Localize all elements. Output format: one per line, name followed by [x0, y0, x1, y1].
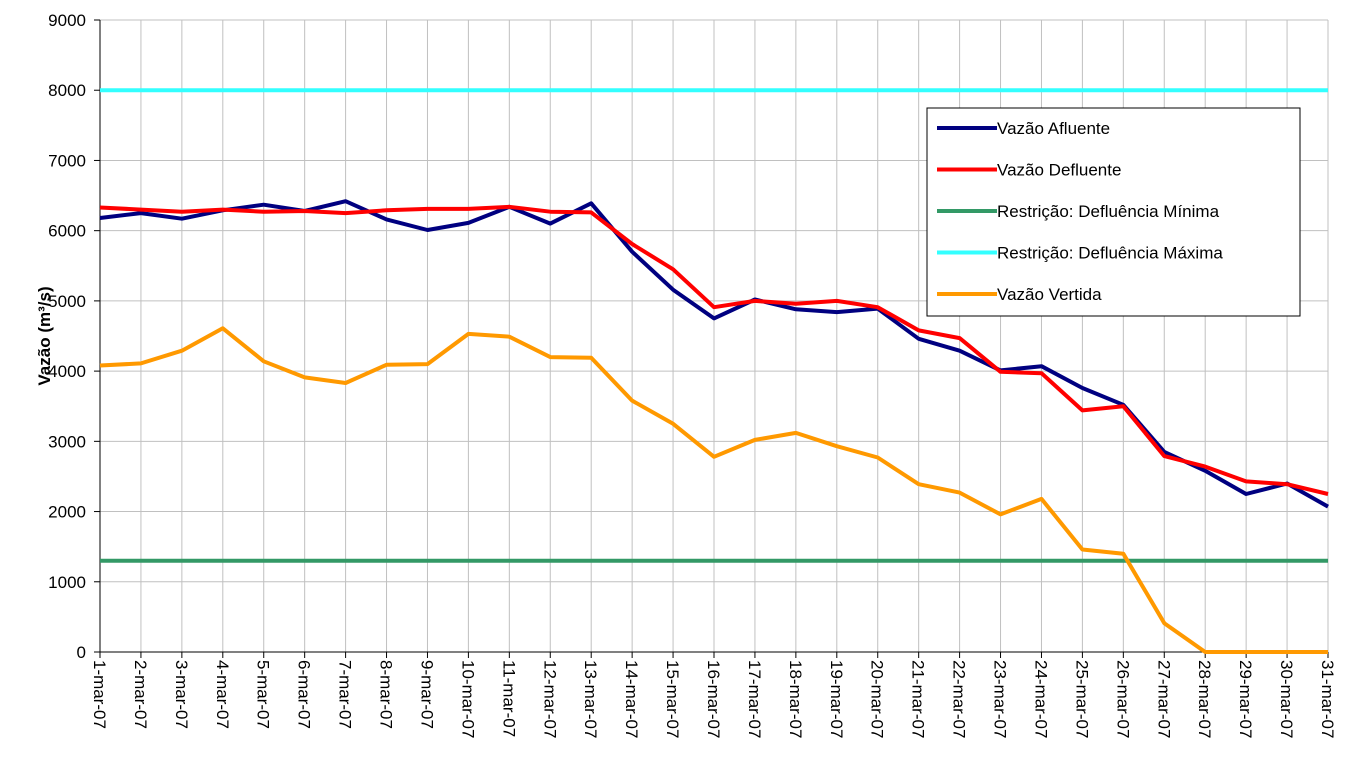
- x-tick-label: 9-mar-07: [417, 660, 436, 729]
- x-tick-label: 16-mar-07: [704, 660, 723, 738]
- x-tick-label: 28-mar-07: [1195, 660, 1214, 738]
- y-axis-label: Vazão (m³/s): [35, 286, 54, 385]
- legend-label: Vazão Vertida: [997, 285, 1102, 304]
- series-line: [99, 204, 1329, 496]
- x-tick-label: 4-mar-07: [213, 660, 232, 729]
- series-line: [99, 326, 1328, 654]
- x-tick-label: 30-mar-07: [1277, 660, 1296, 738]
- legend-label: Vazão Defluente: [997, 161, 1121, 180]
- y-tick-label: 4000: [48, 362, 86, 381]
- x-tick-label: 17-mar-07: [745, 660, 764, 738]
- x-tick-label: 10-mar-07: [458, 660, 477, 738]
- x-tick-label: 27-mar-07: [1154, 660, 1173, 738]
- x-tick-label: 13-mar-07: [581, 660, 600, 738]
- x-tick-label: 6-mar-07: [295, 660, 314, 729]
- x-tick-label: 21-mar-07: [909, 660, 928, 738]
- x-tick-label: 20-mar-07: [868, 660, 887, 738]
- y-tick-label: 3000: [48, 432, 86, 451]
- x-tick-label: 25-mar-07: [1072, 660, 1091, 738]
- legend-label: Vazão Afluente: [997, 119, 1110, 138]
- legend-label: Restrição: Defluência Mínima: [997, 202, 1220, 221]
- x-tick-label: 7-mar-07: [336, 660, 355, 729]
- legend-label: Restrição: Defluência Máxima: [997, 244, 1223, 263]
- x-tick-label: 1-mar-07: [90, 660, 109, 729]
- x-tick-label: 14-mar-07: [622, 660, 641, 738]
- x-tick-label: 22-mar-07: [950, 660, 969, 738]
- y-tick-label: 9000: [48, 11, 86, 30]
- x-tick-label: 3-mar-07: [172, 660, 191, 729]
- x-tick-label: 2-mar-07: [131, 660, 150, 729]
- x-tick-label: 12-mar-07: [540, 660, 559, 738]
- y-tick-label: 1000: [48, 573, 86, 592]
- x-tick-label: 19-mar-07: [827, 660, 846, 738]
- x-tick-label: 24-mar-07: [1031, 660, 1050, 738]
- x-tick-label: 29-mar-07: [1236, 660, 1255, 738]
- x-tick-label: 8-mar-07: [377, 660, 396, 729]
- y-tick-label: 7000: [48, 151, 86, 170]
- y-tick-label: 6000: [48, 222, 86, 241]
- x-tick-label: 5-mar-07: [254, 660, 273, 729]
- x-tick-label: 26-mar-07: [1113, 660, 1132, 738]
- x-tick-label: 18-mar-07: [786, 660, 805, 738]
- y-tick-label: 0: [77, 643, 86, 662]
- y-tick-label: 5000: [48, 292, 86, 311]
- x-tick-label: 15-mar-07: [663, 660, 682, 738]
- y-tick-label: 8000: [48, 81, 86, 100]
- x-tick-label: 23-mar-07: [991, 660, 1010, 738]
- x-tick-label: 11-mar-07: [499, 660, 518, 737]
- x-tick-label: 31-mar-07: [1318, 660, 1337, 738]
- y-tick-label: 2000: [48, 503, 86, 522]
